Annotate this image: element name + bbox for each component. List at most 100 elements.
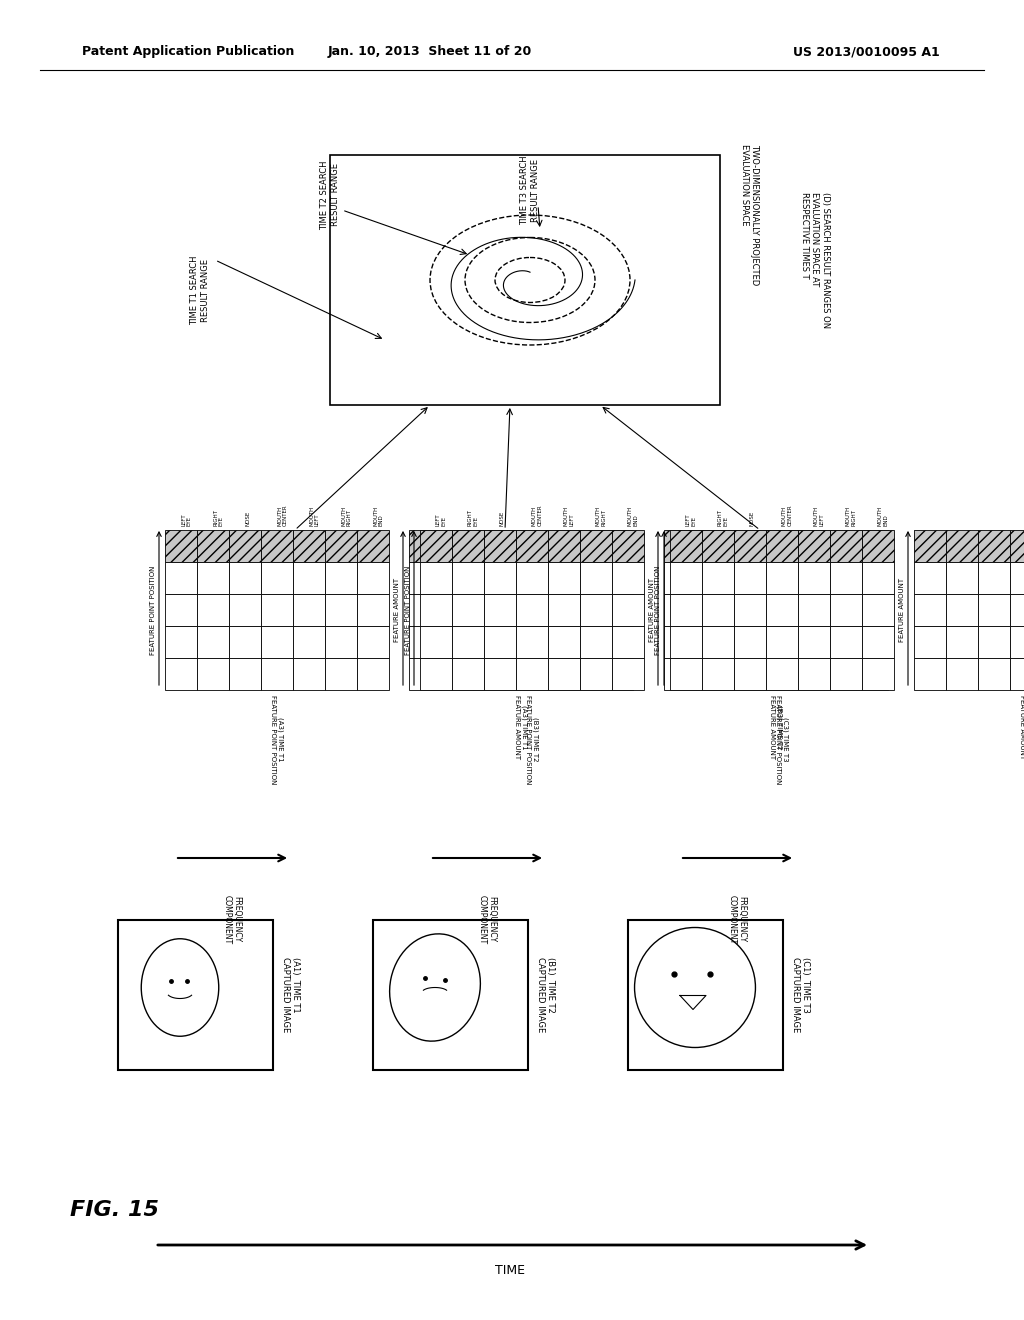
- Bar: [830, 657, 862, 690]
- Bar: [473, 562, 505, 594]
- Bar: [569, 626, 601, 657]
- Bar: [229, 594, 261, 626]
- Bar: [914, 594, 946, 626]
- Bar: [473, 531, 505, 562]
- Text: FREQUENCY
COMPONENT: FREQUENCY COMPONENT: [477, 895, 497, 944]
- Text: FIG. 15: FIG. 15: [71, 1200, 160, 1220]
- Text: FEATURE POINT POSITION: FEATURE POINT POSITION: [150, 565, 156, 655]
- Bar: [548, 531, 580, 562]
- Bar: [792, 531, 824, 562]
- Bar: [664, 562, 696, 594]
- Bar: [696, 531, 728, 562]
- Bar: [601, 594, 633, 626]
- Bar: [452, 657, 484, 690]
- Bar: [1010, 657, 1024, 690]
- Bar: [702, 531, 734, 562]
- Bar: [420, 594, 452, 626]
- Bar: [862, 531, 894, 562]
- Bar: [830, 562, 862, 594]
- Bar: [1010, 562, 1024, 594]
- Bar: [473, 626, 505, 657]
- Bar: [580, 562, 612, 594]
- Bar: [760, 626, 792, 657]
- Bar: [229, 531, 261, 562]
- Text: NOSE: NOSE: [500, 511, 505, 525]
- Bar: [197, 562, 229, 594]
- Bar: [862, 626, 894, 657]
- Bar: [516, 626, 548, 657]
- Bar: [702, 657, 734, 690]
- Bar: [798, 626, 830, 657]
- Bar: [696, 626, 728, 657]
- Text: MOUTH
CENTER: MOUTH CENTER: [532, 504, 543, 525]
- Bar: [664, 626, 696, 657]
- Bar: [357, 594, 389, 626]
- Bar: [856, 562, 888, 594]
- Bar: [580, 626, 612, 657]
- Bar: [601, 562, 633, 594]
- Bar: [293, 562, 325, 594]
- Text: LEFT
EYE: LEFT EYE: [436, 513, 446, 525]
- Bar: [516, 594, 548, 626]
- Text: RIGHT
EYE: RIGHT EYE: [468, 510, 479, 525]
- Text: MOUTH
END: MOUTH END: [878, 506, 889, 525]
- Text: US 2013/0010095 A1: US 2013/0010095 A1: [794, 45, 940, 58]
- Bar: [830, 626, 862, 657]
- Bar: [409, 531, 441, 562]
- Bar: [664, 657, 696, 690]
- Bar: [293, 531, 325, 562]
- Bar: [261, 562, 293, 594]
- Bar: [580, 531, 612, 562]
- Text: MOUTH
CENTER: MOUTH CENTER: [782, 504, 793, 525]
- Bar: [702, 562, 734, 594]
- Bar: [1010, 594, 1024, 626]
- Bar: [824, 531, 856, 562]
- Text: (C3) TIME T3
FEATURE POINT POSITION: (C3) TIME T3 FEATURE POINT POSITION: [775, 696, 788, 784]
- Text: MOUTH
RIGHT: MOUTH RIGHT: [341, 506, 352, 525]
- Bar: [670, 562, 702, 594]
- Bar: [734, 531, 766, 562]
- Text: MOUTH
RIGHT: MOUTH RIGHT: [596, 506, 607, 525]
- Bar: [670, 626, 702, 657]
- Bar: [420, 626, 452, 657]
- Bar: [537, 531, 569, 562]
- Text: FEATURE AMOUNT: FEATURE AMOUNT: [649, 578, 655, 642]
- Bar: [824, 626, 856, 657]
- Bar: [197, 594, 229, 626]
- Bar: [229, 626, 261, 657]
- Bar: [452, 531, 484, 562]
- Bar: [856, 626, 888, 657]
- Bar: [452, 626, 484, 657]
- Bar: [197, 657, 229, 690]
- Bar: [728, 562, 760, 594]
- Bar: [601, 531, 633, 562]
- Bar: [420, 562, 452, 594]
- Text: (A3) TIME T1
FEATURE AMOUNT: (A3) TIME T1 FEATURE AMOUNT: [514, 696, 527, 759]
- Bar: [580, 594, 612, 626]
- Bar: [473, 594, 505, 626]
- Bar: [441, 626, 473, 657]
- Bar: [441, 594, 473, 626]
- Bar: [696, 562, 728, 594]
- Text: LEFT
EYE: LEFT EYE: [686, 513, 696, 525]
- Text: (A3) TIME T1
FEATURE POINT POSITION: (A3) TIME T1 FEATURE POINT POSITION: [270, 696, 284, 784]
- Bar: [824, 562, 856, 594]
- Bar: [830, 531, 862, 562]
- Bar: [792, 562, 824, 594]
- Bar: [664, 531, 696, 562]
- Bar: [373, 920, 528, 1071]
- Bar: [261, 531, 293, 562]
- Text: (C1)  TIME T3
CAPTURED IMAGE: (C1) TIME T3 CAPTURED IMAGE: [791, 957, 810, 1032]
- Text: FEATURE POINT POSITION: FEATURE POINT POSITION: [655, 565, 662, 655]
- Text: (A1)  TIME T1
CAPTURED IMAGE: (A1) TIME T1 CAPTURED IMAGE: [281, 957, 300, 1032]
- Bar: [420, 657, 452, 690]
- Bar: [628, 920, 783, 1071]
- Bar: [702, 594, 734, 626]
- Bar: [601, 626, 633, 657]
- Bar: [261, 626, 293, 657]
- Bar: [484, 562, 516, 594]
- Bar: [760, 531, 792, 562]
- Bar: [473, 657, 505, 690]
- Bar: [441, 531, 473, 562]
- Bar: [229, 562, 261, 594]
